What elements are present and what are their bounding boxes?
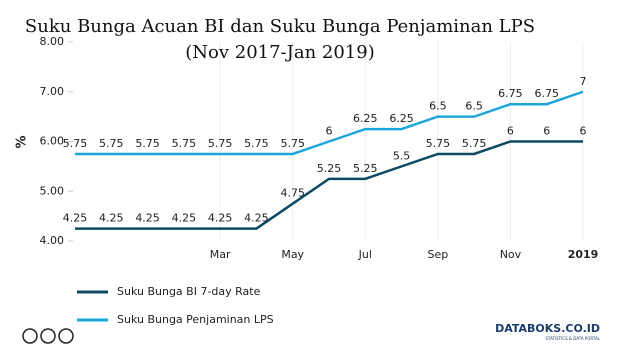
value-label: 5.75 xyxy=(426,137,451,150)
value-label: 6 xyxy=(326,125,333,138)
chart-title: Suku Bunga Acuan BI dan Suku Bunga Penja… xyxy=(24,16,536,63)
value-label: 4.75 xyxy=(280,187,305,200)
series-line xyxy=(75,90,584,156)
x-tick-label: 2019 xyxy=(568,248,599,261)
y-tick-label: 6.00 xyxy=(40,135,65,148)
value-label: 5.25 xyxy=(317,162,342,175)
value-label: 5.5 xyxy=(393,149,411,162)
value-label: 6.5 xyxy=(429,100,447,113)
value-label: 5.75 xyxy=(280,137,305,150)
y-tick-label: 8.00 xyxy=(40,35,65,48)
value-label: 5.75 xyxy=(135,137,160,150)
value-label: 5.75 xyxy=(63,137,88,150)
value-label: 6 xyxy=(580,125,587,138)
cc-icons xyxy=(22,328,74,344)
value-label: 5.75 xyxy=(208,137,233,150)
value-label: 5.25 xyxy=(353,162,378,175)
value-label: 5.75 xyxy=(99,137,124,150)
value-label: 5.75 xyxy=(462,137,487,150)
value-label: 6.25 xyxy=(389,112,414,125)
value-label: 4.25 xyxy=(244,212,269,225)
value-label: 6 xyxy=(507,125,514,138)
series-line xyxy=(75,140,583,230)
x-tick-label: Sep xyxy=(427,248,448,261)
legend-label: Suku Bunga BI 7-day Rate xyxy=(117,285,261,298)
x-tick-label: Jul xyxy=(358,248,372,261)
value-label: 4.25 xyxy=(172,212,197,225)
y-axis-label: % xyxy=(15,135,30,148)
value-label: 6.75 xyxy=(498,87,523,100)
x-tick-label: Mar xyxy=(210,248,231,261)
value-label: 6.25 xyxy=(353,112,378,125)
value-label: 4.25 xyxy=(135,212,160,225)
brand: DATABOKS.CO.ID xyxy=(495,322,600,335)
value-label: 6.5 xyxy=(465,100,483,113)
value-label: 5.75 xyxy=(172,137,197,150)
value-label: 4.25 xyxy=(99,212,124,225)
y-tick-label: 7.00 xyxy=(40,85,65,98)
value-label: 5.75 xyxy=(244,137,269,150)
brand-tagline: STATISTICS & DATA PORTAL xyxy=(545,336,600,341)
legend-label: Suku Bunga Penjaminan LPS xyxy=(117,313,274,326)
value-label: 4.25 xyxy=(63,212,88,225)
value-label: 6 xyxy=(543,125,550,138)
value-label: 4.25 xyxy=(208,212,233,225)
x-tick-label: May xyxy=(281,248,304,261)
y-tick-label: 5.00 xyxy=(40,184,65,197)
value-label: 6.75 xyxy=(534,87,559,100)
value-label: 7 xyxy=(580,75,587,88)
x-tick-label: Nov xyxy=(500,248,522,261)
y-tick-label: 4.00 xyxy=(40,234,65,247)
